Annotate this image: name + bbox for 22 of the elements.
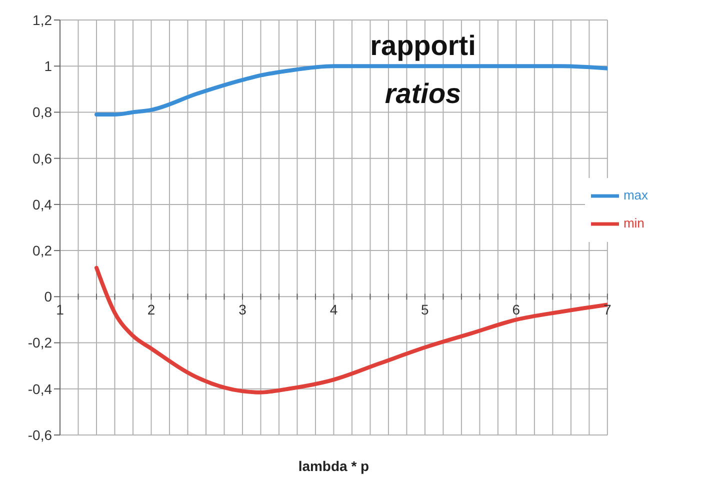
y-tick-label: 0,6 <box>32 150 52 166</box>
y-tick-label: -0,2 <box>28 334 52 351</box>
y-tick-label: -0,4 <box>28 380 52 397</box>
y-tick-label: 0,8 <box>32 104 52 120</box>
y-tick-label: 0,2 <box>32 242 52 259</box>
x-tick-label: 4 <box>330 302 338 318</box>
legend-label: max <box>623 187 648 202</box>
y-tick-label: 0 <box>44 288 52 305</box>
line-series <box>94 64 608 117</box>
x-tick-label: 2 <box>147 302 156 318</box>
x-tick-label: 5 <box>421 302 430 318</box>
y-tick-label: 1 <box>44 58 52 74</box>
legend-label: min <box>623 215 644 230</box>
y-tick-label: 1,2 <box>32 12 52 28</box>
x-tick-label: 3 <box>238 302 247 318</box>
y-tick-label: -0,6 <box>28 426 52 443</box>
x-tick-label: 6 <box>512 302 520 318</box>
y-tick-label: 0,4 <box>32 196 52 212</box>
x-axis-title: lambda * p <box>298 458 370 474</box>
text: ratios <box>384 77 462 111</box>
chart-title: rapporti <box>369 29 477 63</box>
x-tick-label: 7 <box>604 302 612 318</box>
